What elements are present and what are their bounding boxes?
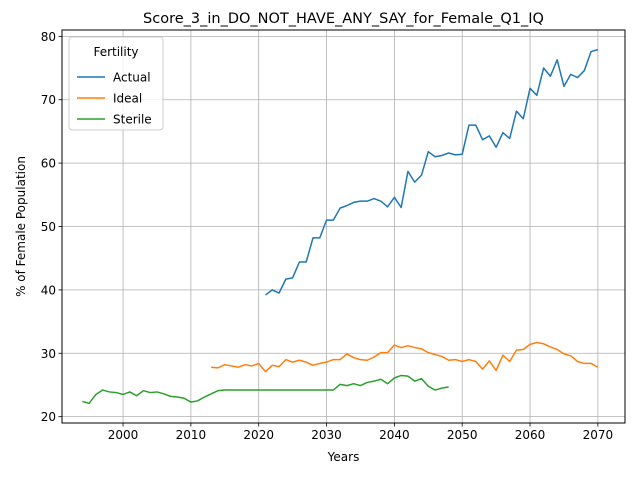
legend-label-ideal: Ideal [113,92,142,106]
legend-label-sterile: Sterile [113,113,152,127]
legend-label-actual: Actual [113,71,151,85]
y-tick-label: 40 [41,283,56,297]
x-tick-label: 2020 [243,428,274,442]
x-tick-label: 2030 [311,428,342,442]
series-line-actual [265,48,599,296]
x-axis-label: Years [327,450,360,464]
legend-title: Fertility [93,45,138,59]
series-lines [82,48,599,405]
x-tick-label: 2070 [583,428,614,442]
y-tick-label: 50 [41,220,56,234]
x-tick-label: 2050 [447,428,478,442]
y-tick-label: 80 [41,30,56,44]
x-tick-label: 2010 [176,428,207,442]
series-line-ideal [211,341,599,373]
chart-title: Score_3_in_DO_NOT_HAVE_ANY_SAY_for_Femal… [143,11,544,27]
x-tick-label: 2000 [108,428,139,442]
grid [62,30,625,423]
y-tick-label: 30 [41,347,56,361]
y-tick-label: 60 [41,157,56,171]
y-axis-label: % of Female Population [14,156,28,297]
y-tick-label: 70 [41,93,56,107]
axis-ticks: 2000 2010 2020 2030 2040 2050 2060 207020304050… [41,30,613,442]
legend-items: Actual Ideal Sterile [77,71,152,127]
y-tick-label: 20 [41,410,56,424]
legend: Fertility Actual Ideal Sterile [68,36,164,131]
x-tick-label: 2040 [379,428,410,442]
x-tick-label: 2060 [515,428,546,442]
legend-box [68,36,164,131]
series-line-sterile [82,374,449,405]
